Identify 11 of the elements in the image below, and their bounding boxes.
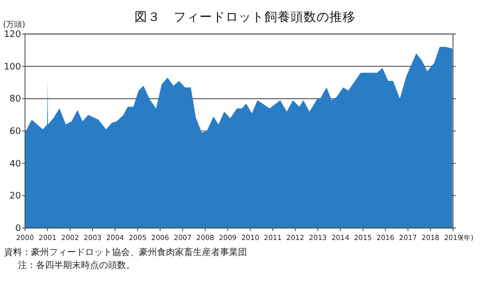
y-tick-label: 100 (4, 62, 22, 72)
y-tick-label: 20 (10, 192, 22, 202)
y-axis-title: (万頭) (3, 20, 26, 29)
y-tick-label: 80 (10, 94, 22, 105)
y-tick-label: 120 (4, 30, 22, 40)
text: 注：各四半期末時点の頭数。 (18, 260, 135, 271)
chart-title: 図３ フィードロット飼養頭数の推移 (134, 9, 356, 24)
y-tick-label: 0 (15, 224, 22, 234)
y-tick-label: 60 (10, 127, 22, 137)
text: 資料：豪州フィードロット協会、豪州食肉家畜生産者事業団 (4, 247, 247, 258)
y-tick-label: 40 (10, 159, 22, 170)
